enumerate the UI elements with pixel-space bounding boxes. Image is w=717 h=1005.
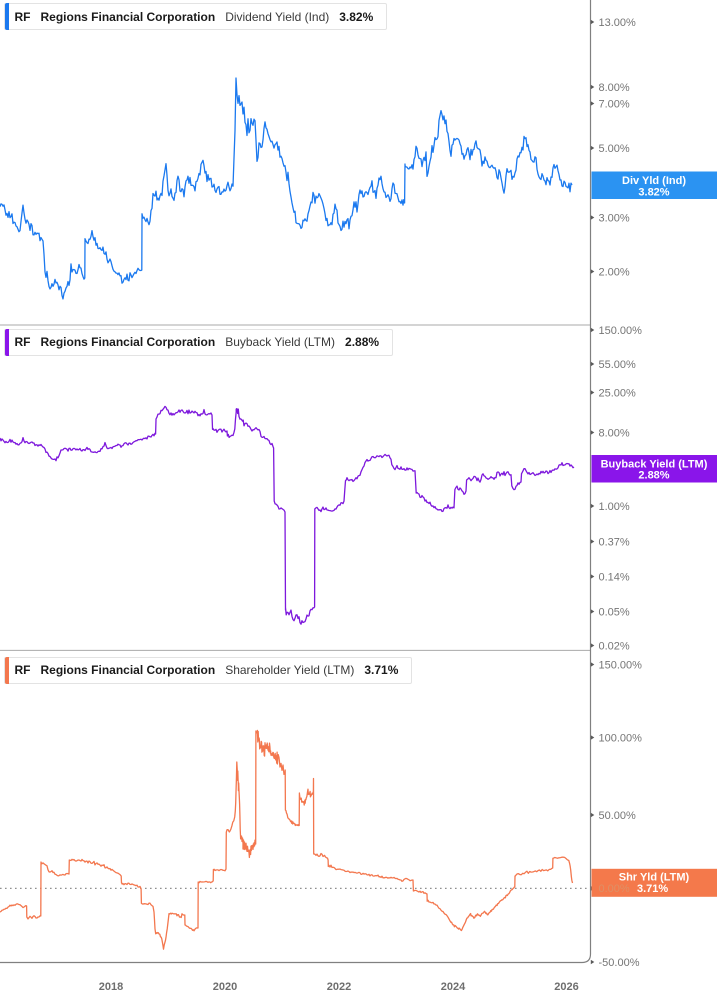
svg-text:150.00%: 150.00% [599, 659, 643, 671]
svg-text:0.05%: 0.05% [599, 606, 630, 618]
svg-text:0.00%: 0.00% [599, 883, 630, 895]
svg-text:Div Yld (Ind): Div Yld (Ind) [622, 175, 686, 187]
svg-text:0.14%: 0.14% [599, 571, 630, 583]
svg-text:55.00%: 55.00% [599, 359, 637, 371]
svg-text:13.00%: 13.00% [599, 17, 637, 29]
svg-text:2018: 2018 [99, 981, 123, 993]
svg-text:3.82%: 3.82% [638, 187, 669, 199]
svg-text:0.02%: 0.02% [599, 640, 630, 652]
svg-text:8.00%: 8.00% [599, 82, 630, 94]
svg-text:150.00%: 150.00% [599, 325, 643, 337]
svg-text:2024: 2024 [441, 981, 466, 993]
svg-text:-50.00%: -50.00% [599, 957, 640, 969]
svg-text:1.00%: 1.00% [599, 501, 630, 513]
svg-text:0.37%: 0.37% [599, 536, 630, 548]
svg-text:Shr Yld (LTM): Shr Yld (LTM) [619, 872, 690, 884]
svg-text:2.00%: 2.00% [599, 266, 630, 278]
svg-text:5.00%: 5.00% [599, 143, 630, 155]
svg-text:3.00%: 3.00% [599, 212, 630, 224]
svg-text:2022: 2022 [327, 981, 351, 993]
svg-text:8.00%: 8.00% [599, 427, 630, 439]
svg-text:Buyback Yield (LTM): Buyback Yield (LTM) [601, 459, 708, 471]
svg-text:2020: 2020 [213, 981, 237, 993]
svg-text:100.00%: 100.00% [599, 732, 643, 744]
svg-text:2.88%: 2.88% [638, 470, 669, 482]
svg-text:25.00%: 25.00% [599, 387, 637, 399]
svg-text:3.71%: 3.71% [637, 883, 668, 895]
svg-text:7.00%: 7.00% [599, 98, 630, 110]
svg-text:2026: 2026 [554, 981, 578, 993]
svg-text:50.00%: 50.00% [599, 810, 637, 822]
